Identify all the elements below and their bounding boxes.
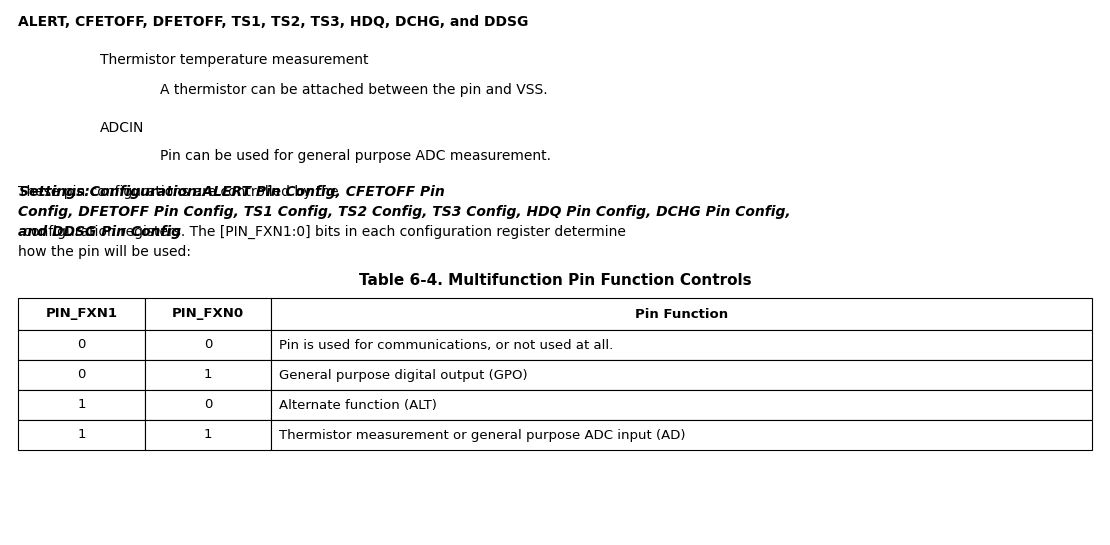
- Text: PIN_FXN1: PIN_FXN1: [46, 307, 118, 320]
- Bar: [18, 360, 144, 390]
- Bar: [144, 390, 272, 420]
- Text: 0: 0: [204, 338, 212, 352]
- Bar: [18, 420, 144, 450]
- Text: Alternate function (ALT): Alternate function (ALT): [280, 398, 437, 411]
- Text: Settings:Configuration:ALERT Pin Config, CFETOFF Pin: Settings:Configuration:ALERT Pin Config,…: [19, 185, 445, 199]
- Text: A thermistor can be attached between the pin and VSS.: A thermistor can be attached between the…: [160, 83, 547, 97]
- Text: Config, DFETOFF Pin Config, TS1 Config, TS2 Config, TS3 Config, HDQ Pin Config, : Config, DFETOFF Pin Config, TS1 Config, …: [18, 205, 790, 219]
- Text: ALERT, CFETOFF, DFETOFF, TS1, TS2, TS3, HDQ, DCHG, and DDSG: ALERT, CFETOFF, DFETOFF, TS1, TS2, TS3, …: [18, 15, 528, 29]
- Text: 1: 1: [77, 398, 85, 411]
- Text: Thermistor measurement or general purpose ADC input (AD): Thermistor measurement or general purpos…: [280, 428, 686, 441]
- Text: Table 6-4. Multifunction Pin Function Controls: Table 6-4. Multifunction Pin Function Co…: [359, 273, 751, 288]
- Text: 0: 0: [78, 338, 85, 352]
- Bar: [272, 420, 1092, 450]
- Text: 0: 0: [78, 368, 85, 381]
- Text: and DDSG Pin Config: and DDSG Pin Config: [18, 225, 181, 239]
- Bar: [272, 390, 1092, 420]
- Text: 0: 0: [204, 398, 212, 411]
- Text: ADCIN: ADCIN: [100, 121, 144, 135]
- Bar: [18, 298, 144, 330]
- Text: These pin configurations are controlled by the: These pin configurations are controlled …: [18, 185, 343, 199]
- Bar: [144, 420, 272, 450]
- Text: Pin Function: Pin Function: [635, 307, 728, 320]
- Text: how the pin will be used:: how the pin will be used:: [18, 245, 191, 259]
- Text: General purpose digital output (GPO): General purpose digital output (GPO): [280, 368, 528, 381]
- Text: Pin is used for communications, or not used at all.: Pin is used for communications, or not u…: [280, 338, 614, 352]
- Bar: [272, 298, 1092, 330]
- Bar: [144, 360, 272, 390]
- Text: 1: 1: [77, 428, 85, 441]
- Text: configuration registers. The [PIN_FXN1:0] bits in each configuration register de: configuration registers. The [PIN_FXN1:0…: [19, 225, 626, 239]
- Bar: [144, 298, 272, 330]
- Bar: [18, 330, 144, 360]
- Text: 1: 1: [204, 368, 212, 381]
- Bar: [144, 330, 272, 360]
- Bar: [272, 360, 1092, 390]
- Text: Thermistor temperature measurement: Thermistor temperature measurement: [100, 53, 369, 67]
- Text: 1: 1: [204, 428, 212, 441]
- Text: Pin can be used for general purpose ADC measurement.: Pin can be used for general purpose ADC …: [160, 149, 551, 163]
- Bar: [18, 390, 144, 420]
- Text: PIN_FXN0: PIN_FXN0: [172, 307, 244, 320]
- Bar: [272, 330, 1092, 360]
